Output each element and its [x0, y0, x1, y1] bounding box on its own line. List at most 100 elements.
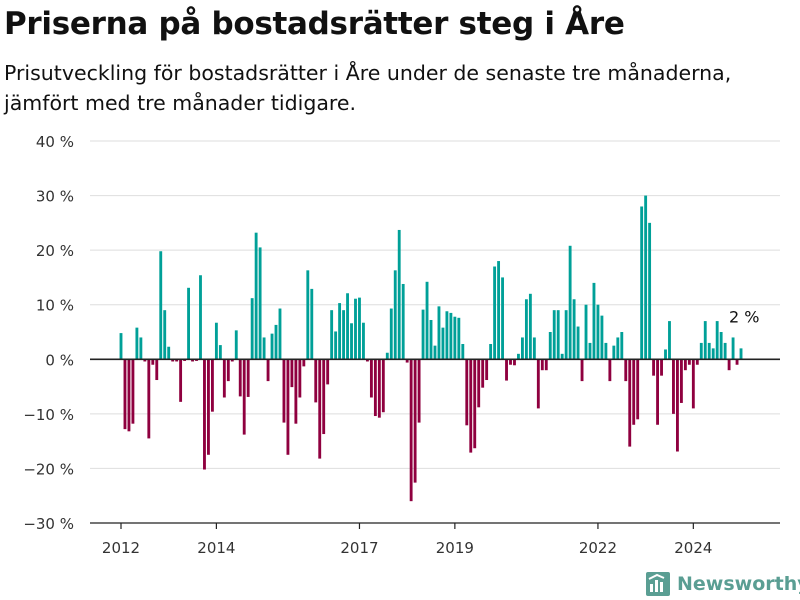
bar	[222, 359, 226, 398]
bar	[532, 337, 536, 360]
bar	[449, 312, 453, 360]
bar	[151, 359, 155, 365]
bar	[278, 308, 282, 360]
bar	[369, 359, 373, 398]
bar	[254, 232, 258, 360]
bar	[544, 359, 548, 371]
bar	[560, 353, 564, 360]
bar	[409, 359, 413, 502]
bar	[683, 359, 687, 371]
bar	[687, 359, 691, 365]
bar	[501, 277, 504, 360]
bar	[155, 359, 159, 381]
bar	[425, 281, 429, 360]
bar	[616, 337, 620, 360]
bar	[568, 245, 572, 360]
bar	[270, 333, 274, 360]
brand-name: Newsworthy	[677, 573, 800, 595]
bar	[620, 332, 624, 360]
bar	[644, 195, 648, 360]
bar	[536, 359, 540, 409]
bar	[715, 321, 719, 360]
bar	[230, 359, 234, 362]
bar	[465, 359, 469, 426]
bar	[600, 315, 604, 360]
bar	[679, 359, 683, 403]
bar	[421, 309, 425, 360]
bar	[505, 359, 508, 381]
bar	[652, 359, 656, 376]
bar	[552, 310, 556, 360]
y-tick-label: 0 %	[45, 351, 74, 369]
bar	[346, 293, 349, 360]
bar	[699, 342, 703, 360]
bar	[660, 359, 663, 376]
bar	[234, 330, 238, 360]
bar	[195, 359, 198, 361]
bar	[159, 251, 163, 360]
bar	[179, 359, 183, 402]
bar	[183, 359, 187, 361]
bar	[707, 342, 711, 360]
bar	[604, 342, 608, 360]
x-tick-label: 2019	[436, 539, 474, 557]
y-tick-label: −20 %	[23, 460, 74, 478]
x-axis-tick-labels: 2012 2014 2017 2019 2022 2024	[102, 523, 712, 557]
bar	[612, 345, 616, 360]
bar	[433, 345, 437, 360]
chart-title: Priserna på bostadsrätter steg i Åre	[4, 6, 625, 42]
bar	[580, 359, 584, 382]
bar	[314, 359, 318, 403]
bar	[302, 359, 306, 367]
bar	[656, 359, 659, 425]
bar	[453, 316, 457, 360]
bar	[238, 359, 242, 397]
bar	[298, 359, 302, 398]
axes	[90, 358, 780, 524]
bar	[676, 359, 679, 452]
bar	[564, 310, 568, 360]
chart-subtitle: Prisutveckling för bostadsrätter i Åre u…	[4, 61, 732, 115]
bar	[338, 303, 342, 360]
bar	[218, 345, 222, 360]
bar	[596, 304, 600, 360]
bar	[322, 359, 326, 435]
bar	[354, 298, 357, 360]
bar	[143, 359, 147, 362]
newsworthy-logo-icon	[646, 572, 670, 596]
bar	[640, 206, 644, 360]
bar	[528, 293, 532, 360]
bar	[147, 359, 151, 439]
bar	[389, 308, 393, 360]
bar	[167, 346, 171, 360]
x-tick-label: 2017	[340, 539, 378, 557]
bar	[632, 359, 636, 425]
bar	[461, 344, 465, 360]
bar	[290, 359, 294, 388]
bar	[497, 261, 501, 360]
bar	[588, 342, 592, 360]
bar	[274, 324, 278, 360]
bar	[723, 342, 727, 360]
bar	[628, 359, 632, 447]
bar	[636, 359, 640, 420]
bar	[250, 298, 254, 360]
bar	[437, 306, 441, 360]
bar	[199, 275, 202, 360]
bar	[413, 359, 417, 483]
bar	[127, 359, 131, 432]
bar	[477, 359, 481, 408]
bar	[306, 270, 310, 360]
bar	[576, 326, 580, 360]
bar	[572, 299, 576, 360]
bar	[524, 299, 528, 360]
annotation-label: 2 %	[729, 307, 759, 326]
bar	[493, 266, 497, 360]
bar	[401, 283, 405, 360]
bar	[123, 359, 127, 430]
bar	[342, 310, 346, 360]
bar	[548, 332, 552, 360]
bar	[187, 287, 190, 360]
bar	[469, 359, 473, 453]
